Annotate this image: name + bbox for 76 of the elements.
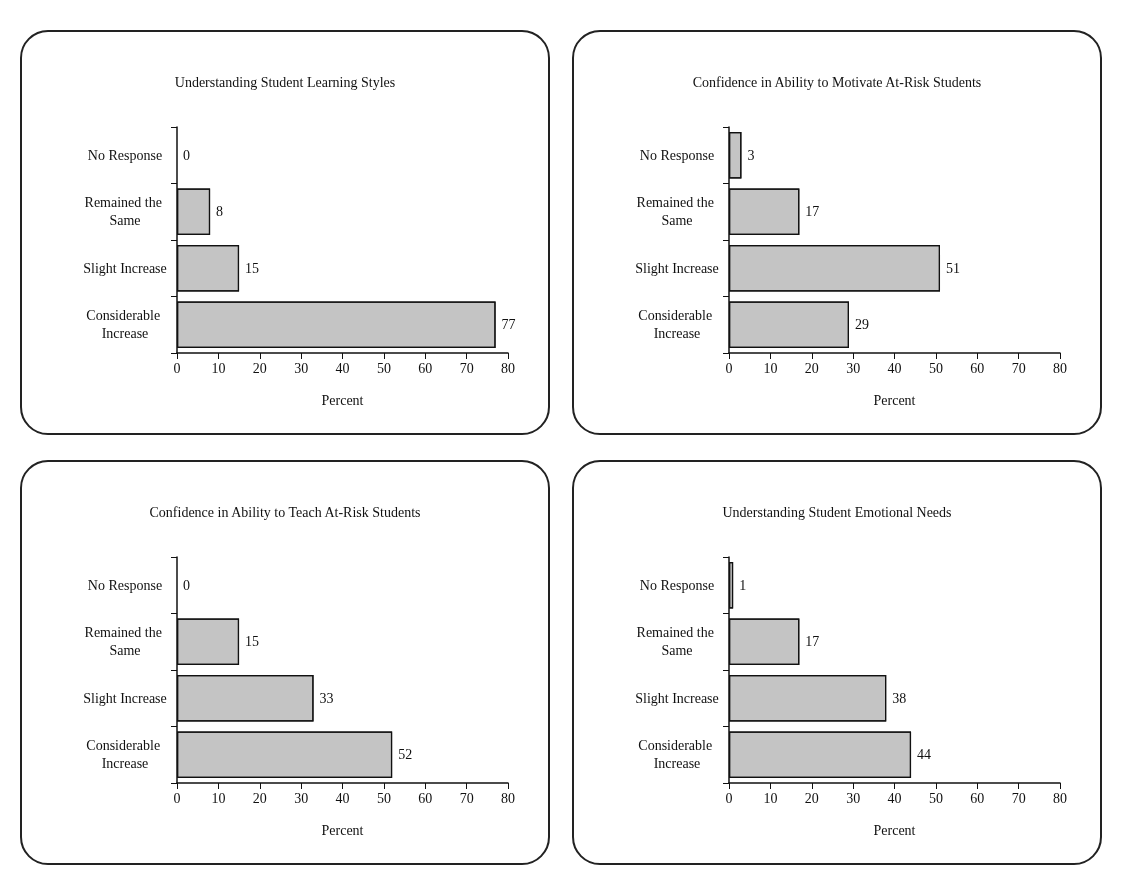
chart-title: Confidence in Ability to Teach At-Risk Students (149, 504, 421, 520)
x-axis-title: Percent (321, 392, 364, 408)
x-tick-label: 0 (173, 360, 181, 376)
y-tick-label: No Response (87, 147, 163, 163)
data-label: 17 (805, 634, 820, 650)
x-tick-label: 30 (846, 790, 861, 806)
data-label: 77 (501, 317, 516, 333)
y-tick-label: No Response (87, 577, 163, 593)
x-tick-label: 40 (887, 790, 902, 806)
x-tick-label: 70 (1011, 790, 1026, 806)
y-tick-label: No Response (639, 147, 715, 163)
y-tick-label: Slight Increase (83, 690, 167, 706)
x-tick-label: 10 (211, 790, 226, 806)
data-label: 17 (805, 204, 820, 220)
x-tick-label: 20 (252, 790, 267, 806)
x-tick-label: 20 (252, 360, 267, 376)
y-tick-label: Remained the Same (84, 195, 166, 229)
x-tick-label: 80 (501, 790, 515, 806)
y-tick-label: Considerable Increase (86, 308, 164, 342)
y-tick-label: No Response (639, 577, 715, 593)
x-tick-label: 70 (459, 790, 474, 806)
x-tick-label: 10 (211, 360, 226, 376)
y-tick-label: Remained the Same (636, 195, 718, 229)
data-label: 29 (854, 317, 869, 333)
x-tick-label: 50 (928, 360, 943, 376)
data-label: 51 (946, 260, 961, 276)
x-axis-title: Percent (873, 392, 916, 408)
y-tick-label: Slight Increase (83, 260, 167, 276)
x-tick-label: 60 (418, 790, 433, 806)
x-tick-label: 20 (804, 360, 819, 376)
y-tick-label: Remained the Same (84, 625, 166, 659)
x-tick-label: 0 (725, 360, 733, 376)
x-tick-label: 30 (846, 360, 861, 376)
data-label: 8 (216, 204, 224, 220)
y-tick-label: Considerable Increase (86, 738, 164, 772)
x-tick-label: 60 (418, 360, 433, 376)
x-tick-label: 80 (501, 360, 515, 376)
data-label: 38 (892, 690, 907, 706)
data-label: 44 (917, 747, 932, 763)
x-tick-label: 40 (887, 360, 902, 376)
x-tick-label: 10 (763, 360, 778, 376)
y-tick-label: Considerable Increase (638, 308, 716, 342)
data-label: 33 (319, 690, 334, 706)
y-tick-label: Considerable Increase (638, 738, 716, 772)
x-tick-label: 60 (970, 790, 985, 806)
x-tick-label: 70 (459, 360, 474, 376)
data-label: 15 (245, 260, 260, 276)
x-tick-label: 40 (335, 790, 350, 806)
data-label: 0 (183, 577, 190, 593)
chart-title: Confidence in Ability to Motivate At-Risk Students (692, 74, 982, 90)
data-label: 1 (739, 577, 747, 593)
x-tick-label: 60 (970, 360, 985, 376)
x-tick-label: 0 (173, 790, 181, 806)
x-tick-label: 30 (294, 360, 309, 376)
x-tick-label: 50 (376, 360, 391, 376)
x-tick-label: 10 (763, 790, 778, 806)
x-tick-label: 20 (804, 790, 819, 806)
data-label: 0 (183, 147, 190, 163)
x-tick-label: 50 (928, 790, 943, 806)
y-tick-label: Slight Increase (635, 260, 719, 276)
x-tick-label: 30 (294, 790, 309, 806)
data-label: 52 (398, 747, 413, 763)
chart-title: Understanding Student Learning Styles (174, 74, 396, 90)
x-tick-label: 0 (725, 790, 733, 806)
x-tick-label: 80 (1053, 360, 1067, 376)
x-axis-title: Percent (321, 822, 364, 838)
x-tick-label: 40 (335, 360, 350, 376)
chart-title: Understanding Student Emotional Needs (722, 504, 952, 520)
x-tick-label: 50 (376, 790, 391, 806)
data-label: 15 (245, 634, 260, 650)
data-label: 3 (747, 147, 755, 163)
x-tick-label: 70 (1011, 360, 1026, 376)
y-tick-label: Remained the Same (636, 625, 718, 659)
x-axis-title: Percent (873, 822, 916, 838)
x-tick-label: 80 (1053, 790, 1067, 806)
y-tick-label: Slight Increase (635, 690, 719, 706)
